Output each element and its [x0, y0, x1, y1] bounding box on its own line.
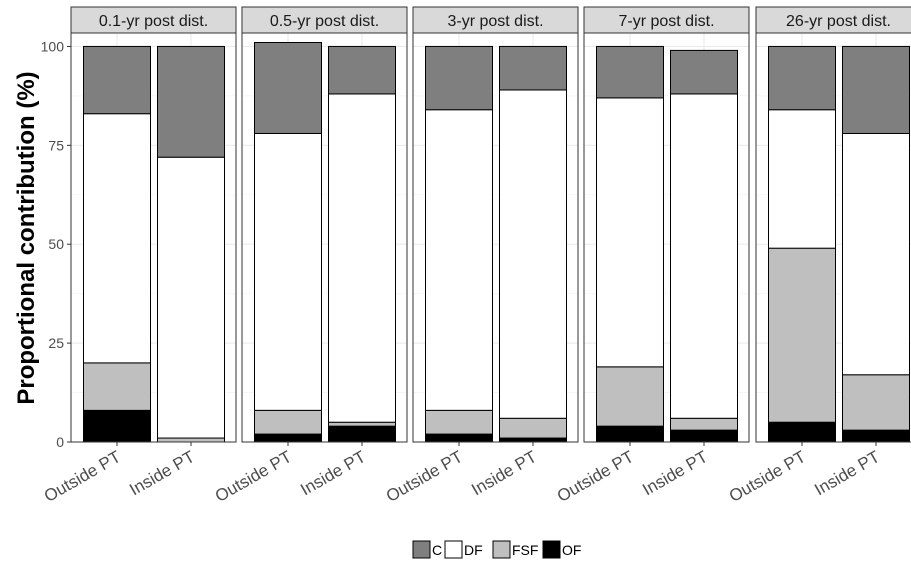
bar-segment-c — [254, 41, 322, 134]
legend-swatch — [444, 540, 463, 559]
stacked-bar — [596, 45, 664, 443]
bar-segment-df — [328, 93, 396, 423]
x-tick-label: Outside PT — [212, 447, 295, 506]
bar-segment-df — [254, 132, 322, 411]
bar-segment-fsf — [499, 417, 567, 439]
bar-segment-of — [328, 425, 396, 443]
y-tick-label: 25 — [48, 335, 64, 351]
stacked-bar — [768, 45, 836, 443]
bar-segment-of — [596, 425, 664, 443]
x-tick-label: Outside PT — [554, 447, 637, 506]
y-tick-label: 100 — [41, 38, 65, 54]
x-tick-label: Inside PT — [468, 447, 540, 499]
bar-segment-c — [83, 45, 151, 115]
facet-panel-5: Outside PT Inside PT 26-yr post dist. — [726, 6, 911, 506]
bar-segment-fsf — [254, 409, 322, 435]
facet-panel-2: Outside PT Inside PT 0.5-yr post dist. — [212, 6, 408, 506]
bar-segment-of — [670, 429, 738, 443]
x-tick-label: Inside PT — [639, 447, 711, 499]
bar-segment-c — [842, 45, 910, 134]
facet-strip — [241, 6, 408, 34]
bar-segment-df — [670, 93, 738, 419]
legend-item-of: OF — [542, 540, 581, 559]
bar-segment-fsf — [157, 437, 225, 443]
bar-segment-c — [596, 45, 664, 99]
bar-segment-fsf — [670, 417, 738, 431]
stacked-bar — [499, 45, 567, 443]
legend-label: C — [432, 542, 442, 558]
facet-strip — [412, 6, 579, 34]
bar-segment-c — [670, 49, 738, 95]
facet-strip — [755, 6, 911, 34]
facet-panel-4: Outside PT Inside PT 7-yr post dist. — [554, 6, 750, 506]
bar-segment-of — [254, 433, 322, 443]
facet-strip-title: 26-yr post dist. — [786, 13, 891, 30]
x-tick-label: Inside PT — [811, 447, 883, 499]
bar-segment-of — [499, 437, 567, 443]
bar-segment-of — [425, 433, 493, 443]
bar-segment-c — [328, 45, 396, 95]
bar-segment-df — [425, 109, 493, 411]
facet-panel-1: Outside PT Inside PT 0.1-yr post dist. — [41, 6, 237, 506]
legend-item-fsf: FSF — [492, 540, 538, 559]
y-tick-label: 75 — [48, 137, 64, 153]
legend-label: OF — [562, 542, 581, 558]
bar-segment-fsf — [425, 409, 493, 435]
legend-label: DF — [464, 542, 483, 558]
facet-panels: Outside PT Inside PT0.1-yr post dist.Outs… — [41, 6, 911, 506]
y-axis-title: Proportional contribution (%) — [13, 71, 40, 404]
legend-swatch — [412, 540, 431, 559]
stacked-bar — [328, 45, 396, 443]
x-tick-label: Outside PT — [383, 447, 466, 506]
y-axis: Proportional contribution (%) 0 25 50 75 100 — [13, 38, 71, 450]
bar-segment-fsf — [842, 374, 910, 431]
facet-strip — [583, 6, 750, 34]
facet-strip-title: 0.1-yr post dist. — [99, 13, 208, 30]
bar-segment-df — [768, 109, 836, 249]
x-tick-label: Outside PT — [41, 447, 124, 506]
facet-strip-title: 3-yr post dist. — [447, 13, 543, 30]
bar-segment-df — [842, 132, 910, 376]
bar-segment-of — [83, 409, 151, 443]
facet-strip-title: 7-yr post dist. — [618, 13, 714, 30]
bar-segment-fsf — [328, 421, 396, 427]
bar-segment-c — [499, 45, 567, 91]
legend-item-df: DF — [444, 540, 483, 559]
facet-panel-3: Outside PT Inside PT 3-yr post dist. — [383, 6, 579, 506]
stacked-bar — [425, 45, 493, 443]
bar-segment-df — [499, 89, 567, 419]
bar-segment-of — [842, 429, 910, 443]
facet-strip-title: 0.5-yr post dist. — [270, 13, 379, 30]
bar-segment-of — [768, 421, 836, 443]
bar-segment-fsf — [768, 247, 836, 423]
bar-segment-df — [596, 97, 664, 368]
stacked-bar — [254, 41, 322, 443]
bar-segment-fsf — [596, 366, 664, 427]
bar-segment-c — [768, 45, 836, 111]
y-tick-label: 0 — [56, 434, 64, 450]
x-tick-label: Inside PT — [126, 447, 198, 499]
bar-segment-c — [157, 45, 225, 158]
bar-segment-c — [425, 45, 493, 111]
stacked-bar — [842, 45, 910, 443]
stacked-bar — [157, 45, 225, 443]
legend-label: FSF — [512, 542, 538, 558]
x-tick-label: Inside PT — [297, 447, 369, 499]
bar-segment-df — [83, 113, 151, 364]
stacked-bar — [670, 49, 738, 443]
legend: C DF FSF OF — [412, 540, 581, 559]
bar-segment-df — [157, 156, 225, 439]
x-tick-label: Outside PT — [726, 447, 809, 506]
legend-swatch — [492, 540, 511, 559]
y-tick-label: 50 — [48, 236, 64, 252]
legend-item-c: C — [412, 540, 442, 559]
legend-swatch — [542, 540, 561, 559]
bar-segment-fsf — [83, 362, 151, 411]
stacked-bar — [83, 45, 151, 443]
facet-strip — [70, 6, 237, 34]
